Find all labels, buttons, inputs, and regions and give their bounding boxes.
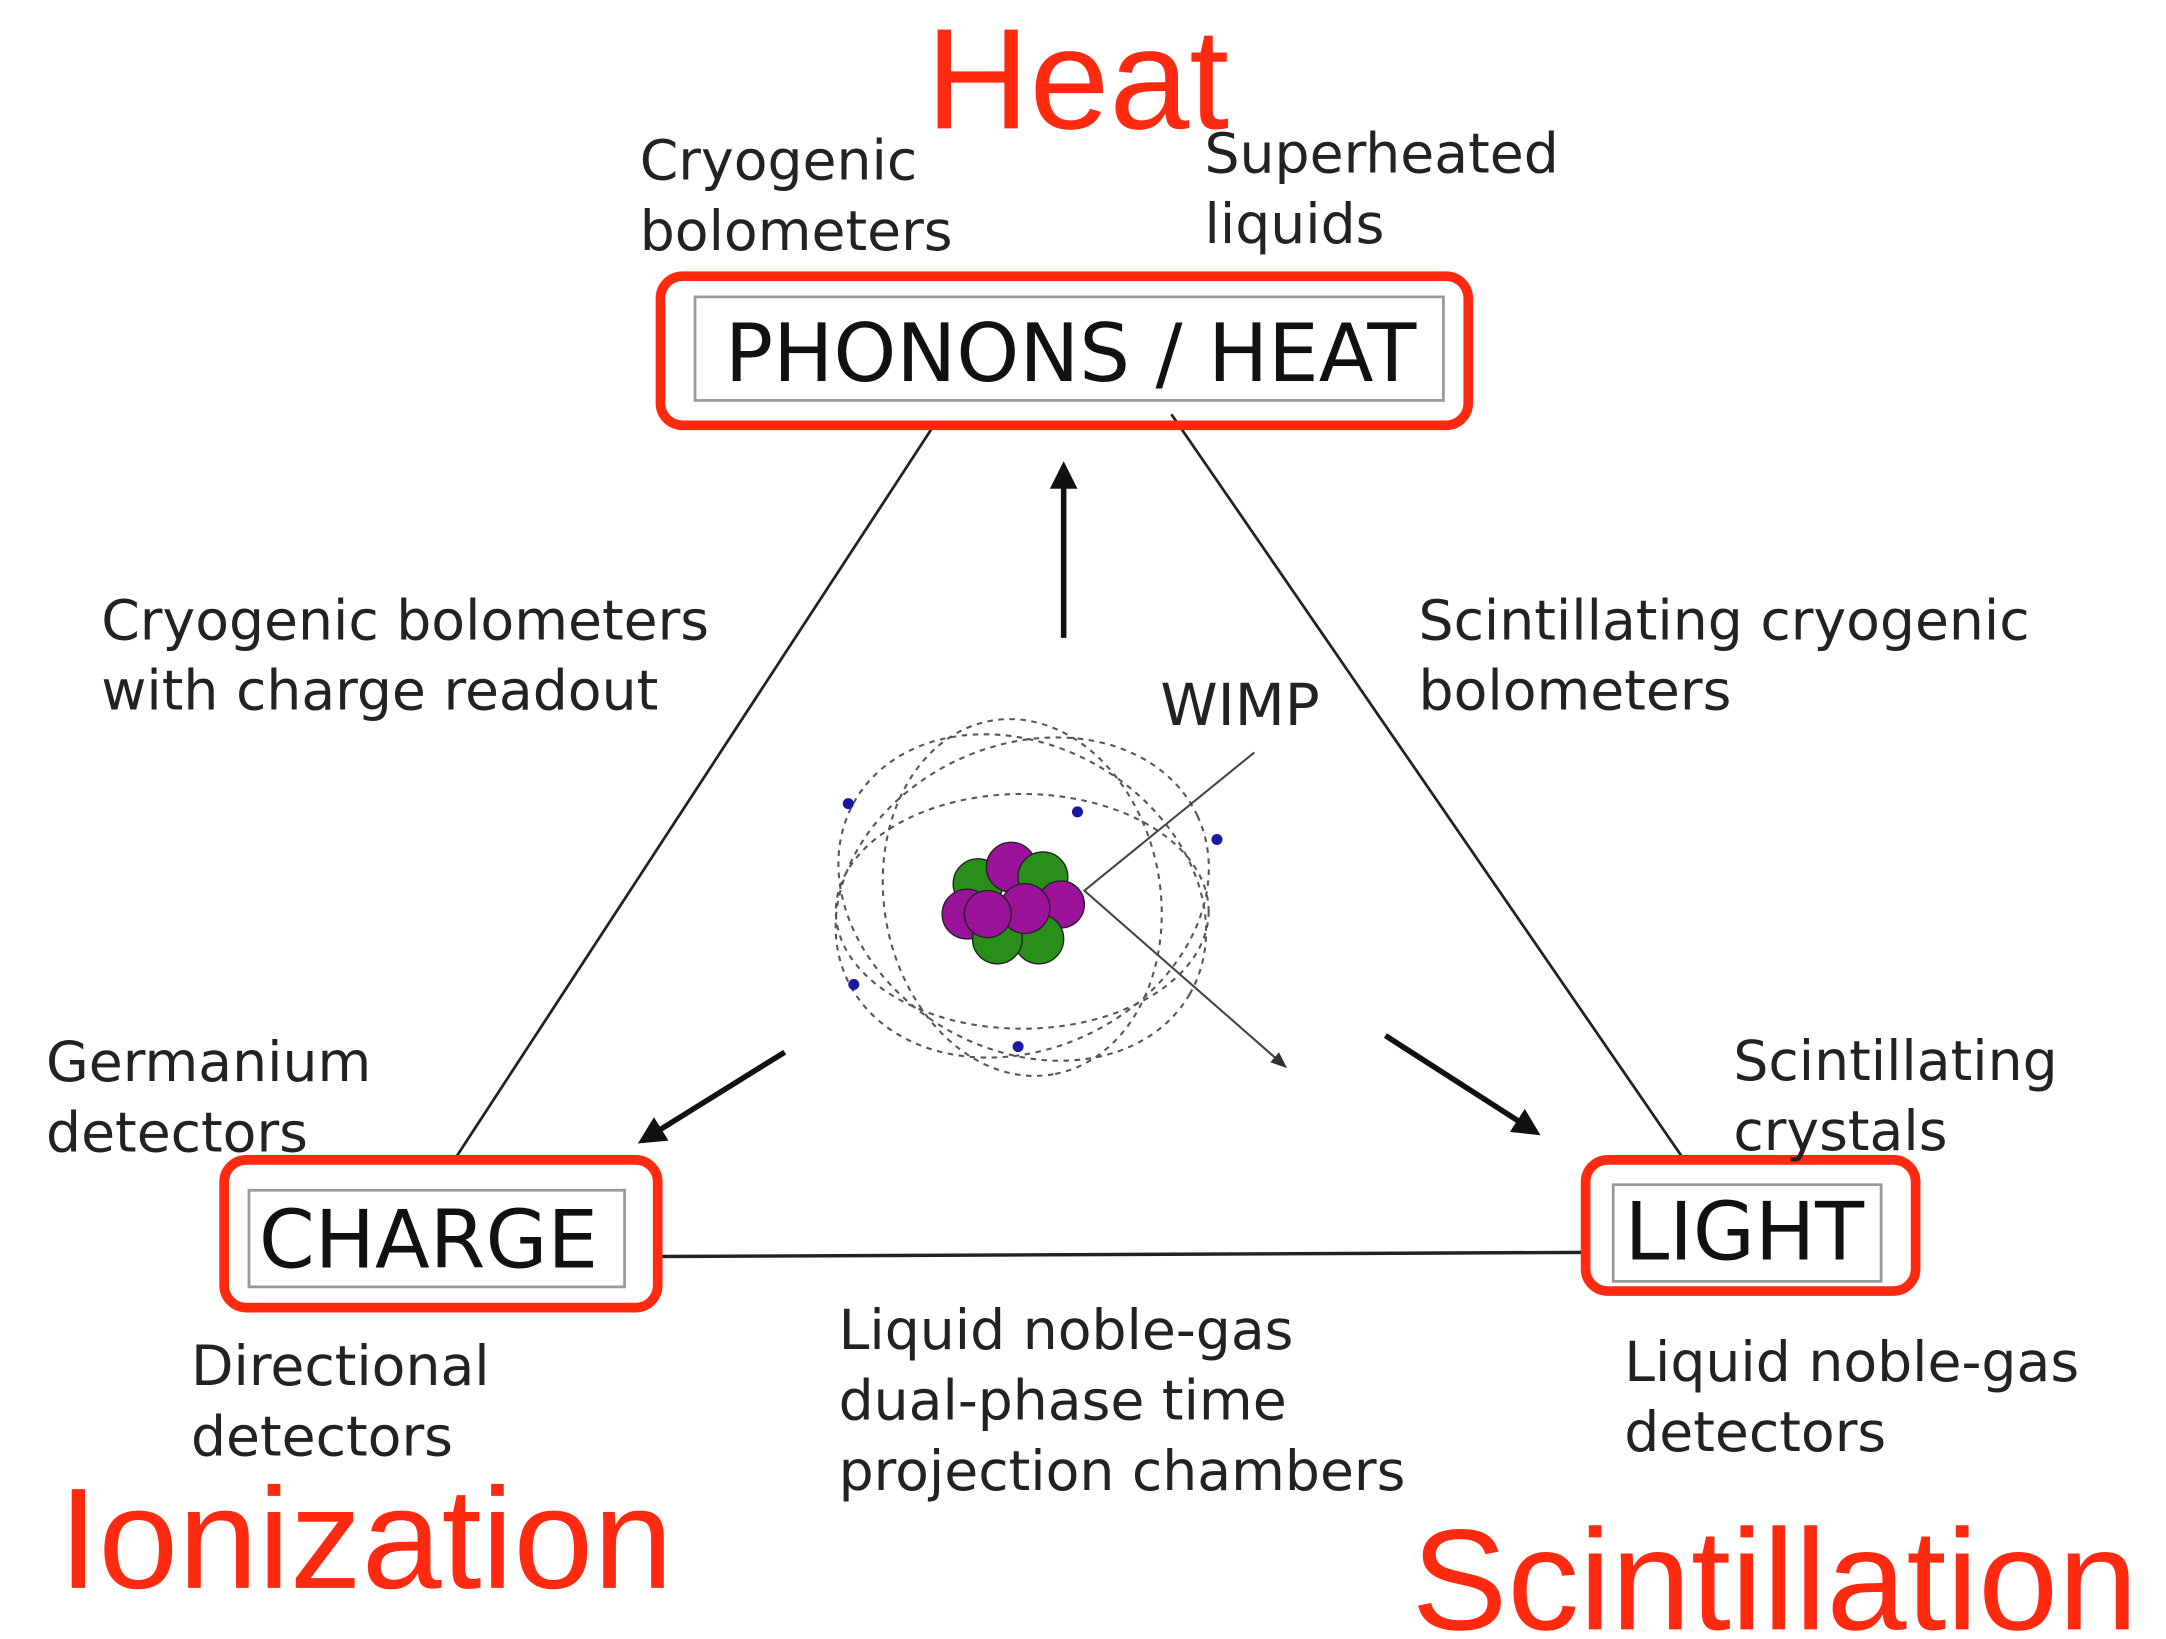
label-line: detectors [46,1102,308,1166]
label-line: Cryogenic [640,130,917,194]
label-line: Liquid noble-gas [1624,1331,2079,1395]
nucleus [941,841,1086,965]
highlight [1580,1155,1921,1296]
corner-name: Heat [926,0,1229,159]
label-line: Germanium [46,1031,371,1095]
highlight [655,271,1474,431]
detector-label: Superheated liquids [1205,123,1559,257]
label-line: bolometers [1419,660,1732,724]
wimp-label: WIMP [1160,671,1319,739]
box-label: PHONONS / HEAT [725,307,1417,400]
arrow [1383,1033,1541,1136]
detector-label: Cryogenic bolometers [640,130,953,264]
label-line: projection chambers [839,1440,1406,1504]
label-line: Superheated [1205,123,1559,187]
detector-label: Scintillating cryogenic bolometers [1419,589,2030,723]
detector-label: Cryogenic bolometers with charge readout [101,589,709,723]
label-line: detectors [1624,1401,1886,1465]
detector-label: Germanium detectors [46,1031,371,1165]
arrow [637,1049,787,1144]
edge [454,420,938,1158]
box-label: CHARGE [259,1194,598,1287]
box-label: LIGHT [1625,1185,1865,1278]
label-line: Scintillating [1733,1030,2057,1094]
label-line: bolometers [640,200,953,264]
atom [834,718,1210,1077]
box [693,295,1445,402]
electrons [842,798,1223,1053]
highlight [219,1155,663,1313]
wimp-track [1082,751,1288,1069]
corner-name: Scintillation [1412,1500,2138,1639]
detector-label: Scintillating crystals [1733,1030,2057,1164]
detector-label: Directional detectors [191,1335,490,1469]
box [247,1188,626,1289]
label-line: Cryogenic bolometers [101,589,709,653]
edge [660,1250,1589,1259]
label-line: dual-phase time [839,1369,1287,1433]
corner-name: Ionization [58,1459,673,1619]
box [1611,1183,1883,1283]
label-line: liquids [1205,193,1385,257]
label-line: Directional [191,1335,490,1399]
label-line: detectors [191,1405,453,1469]
label-line: with charge readout [101,660,658,724]
detector-label: Liquid noble-gas dual-phase time projectio… [839,1299,1406,1504]
detector-label: Liquid noble-gas detectors [1624,1331,2079,1465]
label-line: Scintillating cryogenic [1419,589,2030,653]
edge [1170,413,1684,1158]
label-line: crystals [1733,1100,1947,1164]
label-line: Liquid noble-gas [839,1299,1294,1363]
